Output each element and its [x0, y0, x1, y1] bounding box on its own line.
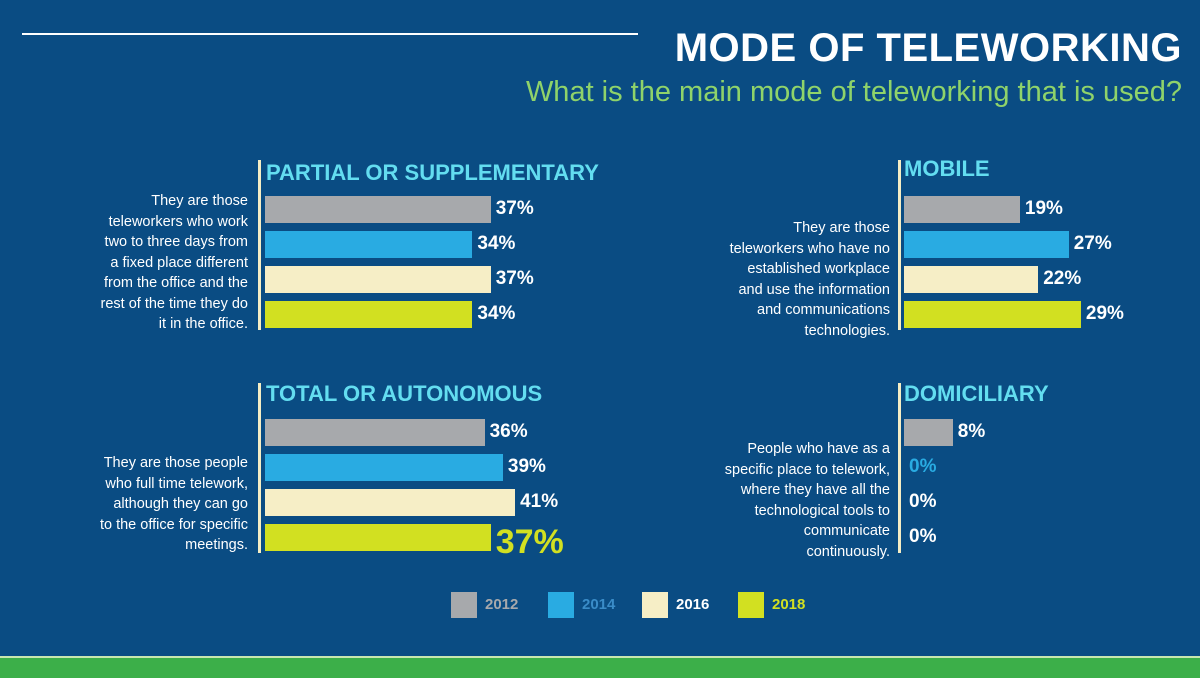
- data-label-2012: 36%: [489, 420, 528, 442]
- bar-2016: [904, 266, 1039, 293]
- bottom-rule: [0, 656, 1200, 658]
- bar-2018: [265, 524, 491, 551]
- legend-label: 2016: [676, 596, 710, 613]
- panel-title: PARTIAL OR SUPPLEMENTARY: [266, 160, 599, 185]
- legend-swatch: [738, 592, 764, 618]
- legend-swatch: [451, 592, 477, 618]
- description-line: to the office for specific: [99, 516, 248, 533]
- description-line: meetings.: [185, 537, 248, 553]
- bar-2014: [265, 231, 473, 258]
- description-line: They are those: [793, 220, 890, 236]
- description-line: technologies.: [804, 322, 890, 339]
- bar-2014: [904, 231, 1069, 258]
- panel-divider: [898, 160, 901, 330]
- data-label-2018: 0%: [909, 525, 937, 547]
- description-line: a fixed place different: [110, 254, 248, 271]
- page-subtitle: What is the main mode of teleworking tha…: [525, 76, 1182, 108]
- panel-description: People who have as a specific place to te…: [640, 439, 890, 562]
- data-label-2018: 37%: [495, 522, 564, 561]
- data-label-2014: 39%: [507, 455, 546, 477]
- description-line: it in the office.: [158, 316, 248, 332]
- data-label-2018: 29%: [1085, 302, 1124, 324]
- description-line: who full time telework,: [105, 475, 248, 492]
- description-line: established workplace: [747, 261, 890, 277]
- panel-description: They are those teleworkers who have no est…: [650, 218, 890, 341]
- description-line: They are those people: [103, 455, 248, 471]
- description-line: communicate: [803, 523, 890, 539]
- legend-swatch: [548, 592, 574, 618]
- panel-description: They are those people who full time telew…: [8, 453, 248, 556]
- page-title: MODE OF TELEWORKING: [674, 26, 1182, 70]
- bar-2012: [904, 419, 953, 446]
- panel-divider: [258, 383, 261, 553]
- description-line: although they can go: [113, 496, 248, 512]
- description-line: two to three days from: [104, 234, 248, 250]
- data-label-2016: 37%: [495, 267, 534, 289]
- description-line: rest of the time they do: [100, 295, 249, 312]
- data-label-2016: 41%: [520, 490, 559, 512]
- data-label-2014: 27%: [1073, 232, 1112, 254]
- bar-2014: [265, 454, 503, 481]
- panel-divider: [898, 383, 901, 553]
- data-label-2018: 34%: [477, 302, 516, 324]
- description-line: continuously.: [806, 543, 890, 560]
- description-line: and use the information: [738, 281, 890, 298]
- panel-title: TOTAL OR AUTONOMOUS: [266, 381, 543, 406]
- description-line: People who have as a: [747, 441, 890, 457]
- data-label-2012: 19%: [1024, 197, 1063, 219]
- legend-label: 2014: [582, 596, 616, 613]
- panel-title: DOMICILIARY: [904, 381, 1049, 406]
- header-rule: [22, 33, 638, 35]
- legend-label: 2018: [772, 596, 806, 613]
- description-line: where they have all the: [740, 482, 890, 498]
- description-line: teleworkers who have no: [729, 240, 890, 257]
- description-line: teleworkers who work: [108, 213, 248, 230]
- panel-description: They are those teleworkers who work two to…: [8, 191, 249, 335]
- bottom-bar: [0, 656, 1200, 678]
- data-label-2012: 37%: [495, 197, 534, 219]
- description-line: from the office and the: [103, 275, 248, 291]
- legend-label: 2012: [485, 596, 519, 613]
- description-line: technological tools to: [754, 502, 890, 519]
- data-label-2016: 0%: [909, 490, 937, 512]
- panel-divider: [258, 160, 261, 330]
- bar-2012: [265, 196, 491, 223]
- bar-2018: [904, 301, 1081, 328]
- bar-2016: [265, 266, 491, 293]
- bar-2012: [265, 419, 485, 446]
- description-line: They are those: [151, 193, 248, 209]
- data-label-2014: 34%: [477, 232, 516, 254]
- bar-2016: [265, 489, 516, 516]
- bar-2018: [265, 301, 473, 328]
- description-line: specific place to telework,: [724, 461, 890, 478]
- legend-swatch: [642, 592, 668, 618]
- panel-title: MOBILE: [904, 156, 990, 181]
- data-label-2012: 8%: [957, 420, 986, 442]
- data-label-2014: 0%: [909, 455, 937, 477]
- bar-2012: [904, 196, 1020, 223]
- description-line: and communications: [757, 302, 890, 318]
- data-label-2016: 22%: [1043, 267, 1082, 289]
